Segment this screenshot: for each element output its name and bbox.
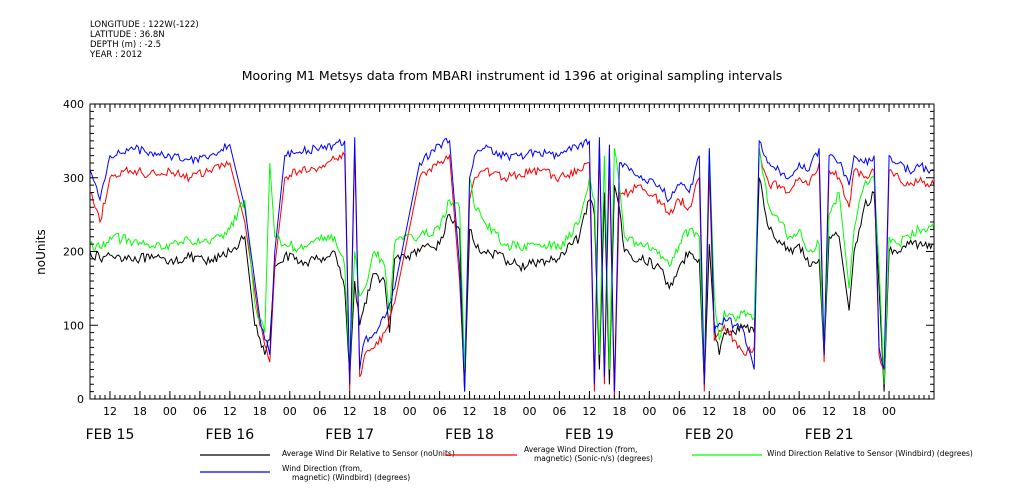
series-line — [89, 148, 935, 400]
year-text: YEAR : 2012 — [90, 50, 143, 60]
x-tick-label: 00 — [882, 405, 896, 418]
y-tick-label: 300 — [63, 172, 84, 185]
y-tick-label: 200 — [63, 246, 84, 259]
x-tick-label: 18 — [493, 405, 507, 418]
series-line — [89, 137, 935, 392]
x-date-label: FEB 17 — [325, 427, 374, 443]
series-layer — [89, 137, 935, 400]
x-tick-label: 12 — [223, 405, 237, 418]
x-tick-label: 18 — [732, 405, 746, 418]
x-tick-label: 18 — [852, 405, 866, 418]
x-tick-label: 00 — [163, 405, 177, 418]
x-tick-label: 12 — [702, 405, 716, 418]
metadata-block: LONGITUDE : 122W(-122) LATITUDE : 36.8N … — [90, 20, 199, 60]
x-tick-label: 00 — [403, 405, 417, 418]
y-tick-label: 0 — [77, 393, 84, 406]
x-tick-label: 18 — [133, 405, 147, 418]
x-tick-label: 12 — [463, 405, 477, 418]
x-date-label: FEB 18 — [445, 427, 494, 443]
x-tick-label: 06 — [792, 405, 806, 418]
x-date-label: FEB 15 — [86, 427, 135, 443]
x-date-label: FEB 16 — [205, 427, 254, 443]
x-tick-label: 12 — [343, 405, 357, 418]
latitude-text: LATITUDE : 36.8N — [90, 30, 165, 40]
x-tick-label: 18 — [373, 405, 387, 418]
chart-title: Mooring M1 Metsys data from MBARI instru… — [242, 68, 783, 83]
x-tick-label: 06 — [193, 405, 207, 418]
y-tick-label: 400 — [63, 98, 84, 111]
x-tick-label: 00 — [642, 405, 656, 418]
x-tick-label: 12 — [822, 405, 836, 418]
legend-label: Wind Direction Relative to Sensor (Windb… — [767, 449, 973, 458]
x-tick-label: 12 — [582, 405, 596, 418]
x-tick-label: 00 — [762, 405, 776, 418]
axis-layer: 12 18 00 06 12 18 00 06 12 18 00 06 12 18 00 06 12 18 00 06… — [63, 98, 935, 443]
x-tick-label: 06 — [313, 405, 327, 418]
x-date-label: FEB 21 — [805, 427, 854, 443]
x-tick-label: 12 — [103, 405, 117, 418]
x-tick-label: 00 — [522, 405, 536, 418]
x-date-label: FEB 19 — [565, 427, 614, 443]
x-date-label: FEB 20 — [685, 427, 734, 443]
x-tick-label: 06 — [433, 405, 447, 418]
legend-label: Wind Direction (from, — [282, 464, 362, 473]
legend: Average Wind Dir Relative to Sensor (noU… — [200, 445, 973, 482]
series-line — [89, 177, 934, 392]
legend-label: magnetic) (Sonic-n/s) (degrees) — [534, 454, 653, 463]
x-tick-label: 06 — [672, 405, 686, 418]
legend-label: Average Wind Dir Relative to Sensor (noU… — [282, 449, 455, 458]
legend-label: magnetic) (Windbird) (degrees) — [292, 473, 410, 482]
series-line — [89, 148, 935, 385]
x-tick-label: 18 — [612, 405, 626, 418]
y-tick-label: 100 — [63, 319, 84, 332]
x-tick-label: 18 — [253, 405, 267, 418]
longitude-text: LONGITUDE : 122W(-122) — [90, 20, 199, 30]
legend-label: Average Wind Direction (from, — [524, 445, 637, 454]
x-tick-label: 00 — [283, 405, 297, 418]
y-axis-label: noUnits — [34, 229, 48, 275]
depth-text: DEPTH (m) : -2.5 — [90, 40, 162, 50]
x-tick-label: 06 — [552, 405, 566, 418]
